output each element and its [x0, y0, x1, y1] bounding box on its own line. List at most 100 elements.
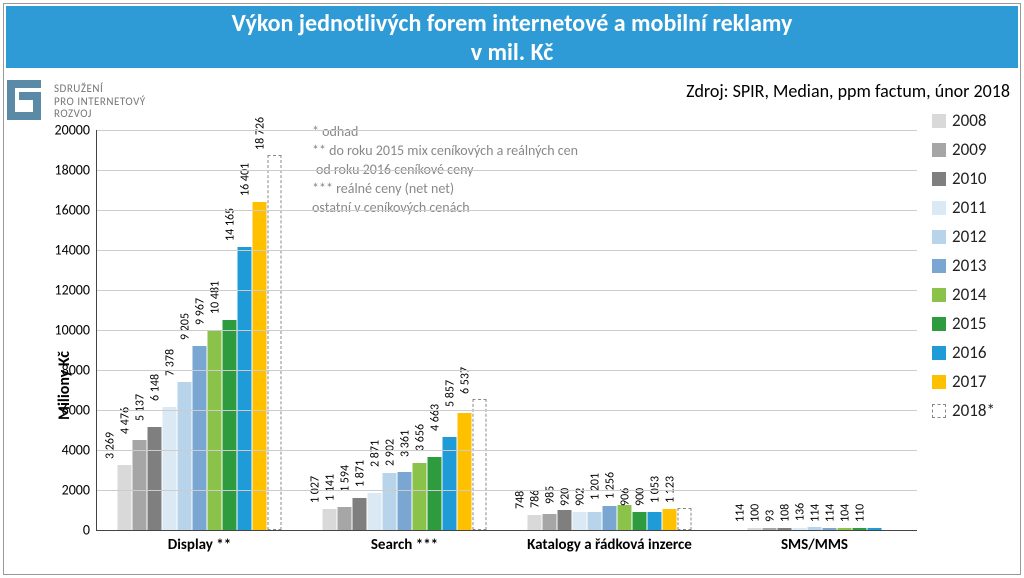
legend: 2008200920102011201220132014201520162017… [932, 110, 1010, 429]
bar-value-label: 108 [779, 504, 793, 522]
legend-label: 2015 [952, 313, 986, 334]
plot-area: 3 2694 4765 1376 1487 3789 2059 96710 48… [96, 130, 917, 531]
gridline [97, 170, 917, 171]
legend-item: 2009 [932, 139, 1010, 160]
bar: 1 141 [338, 507, 352, 530]
bar-value-label: 748 [514, 491, 528, 509]
bar-value-label: 104 [839, 504, 853, 522]
bar: 748 [528, 515, 542, 530]
legend-swatch [932, 114, 946, 128]
bar: 1 871 [368, 493, 382, 530]
bar-value-label: 1 871 [354, 460, 368, 487]
bar-value-label: 5 857 [444, 380, 458, 407]
bar-value-label: 5 137 [134, 394, 148, 421]
bar-value-label: 93 [764, 510, 778, 522]
bar: 9 205 [193, 346, 207, 530]
bar: 1 594 [353, 498, 367, 530]
bar: 786 [543, 514, 557, 530]
bar-value-label: 3 269 [104, 432, 118, 459]
bar: 902 [588, 512, 602, 530]
legend-swatch [932, 317, 946, 331]
logo-text: SDRUŽENÍ PRO INTERNETOVÝ ROZVOJ [54, 83, 146, 121]
legend-label: 2008 [952, 110, 986, 131]
bar-value-label: 7 378 [164, 349, 178, 376]
bar-value-label: 14 165 [224, 208, 238, 241]
bar: 906 [633, 512, 647, 530]
bar: 6 148 [163, 407, 177, 530]
legend-item: 2008 [932, 110, 1010, 131]
gridline [97, 370, 917, 371]
legend-item: 2010 [932, 168, 1010, 189]
gridline [97, 490, 917, 491]
bar: 5 857 [458, 413, 472, 530]
bar-value-label: 100 [749, 504, 763, 522]
bar: 920 [573, 512, 587, 530]
y-tick-label: 16000 [40, 202, 90, 219]
bar-value-label: 786 [529, 490, 543, 508]
bar: 6 537 [473, 399, 487, 530]
bar: 2 902 [398, 472, 412, 530]
legend-swatch [932, 201, 946, 215]
legend-item: 2016 [932, 342, 1010, 363]
legend-label: 2014 [952, 284, 986, 305]
legend-swatch [932, 404, 946, 418]
legend-item: 2012 [932, 226, 1010, 247]
y-tick-label: 8000 [40, 362, 90, 379]
legend-swatch [932, 143, 946, 157]
bar: 900 [648, 512, 662, 530]
gridline [97, 210, 917, 211]
bar-value-label: 1 256 [604, 472, 618, 499]
bar: 1 256 [618, 505, 632, 530]
bar: 3 269 [118, 465, 132, 530]
y-tick-label: 0 [40, 522, 90, 539]
y-tick-label: 20000 [40, 122, 90, 139]
gridline [97, 250, 917, 251]
gridline [97, 130, 917, 131]
y-tick-label: 6000 [40, 402, 90, 419]
legend-swatch [932, 288, 946, 302]
gridline [97, 330, 917, 331]
y-tick-label: 4000 [40, 442, 90, 459]
bar: 7 378 [178, 382, 192, 530]
bar: 985 [558, 510, 572, 530]
bar-value-label: 1 141 [324, 474, 338, 501]
legend-item: 2017 [932, 371, 1010, 392]
legend-swatch [932, 172, 946, 186]
gridline [97, 290, 917, 291]
bar-value-label: 4 663 [429, 404, 443, 431]
bar-value-label: 3 656 [414, 424, 428, 451]
bar: 10 481 [223, 320, 237, 530]
bar-value-label: 2 902 [384, 439, 398, 466]
bar: 4 476 [133, 440, 147, 530]
legend-label: 2012 [952, 226, 986, 247]
bar-value-label: 9 967 [194, 298, 208, 325]
bar-value-label: 1 201 [589, 473, 603, 500]
title-line-1: Výkon jednotlivých forem internetové a m… [6, 6, 1018, 39]
y-tick-label: 18000 [40, 162, 90, 179]
bar-value-label: 16 401 [239, 163, 253, 196]
legend-swatch [932, 375, 946, 389]
bar: 1 027 [323, 509, 337, 530]
bar-value-label: 10 481 [209, 281, 223, 314]
bar-value-label: 4 476 [119, 407, 133, 434]
legend-item: 2011 [932, 197, 1010, 218]
bar-value-label: 114 [809, 503, 823, 521]
legend-item: 2014 [932, 284, 1010, 305]
legend-label: 2010 [952, 168, 986, 189]
chart-area: Miliony Kč 3 2694 4765 1376 1487 3789 20… [40, 120, 920, 540]
bar-value-label: 2 871 [369, 440, 383, 467]
legend-label: 2011 [952, 197, 986, 218]
legend-item: 2018* [932, 400, 1010, 421]
bar: 1 053 [663, 509, 677, 530]
legend-swatch [932, 346, 946, 360]
legend-swatch [932, 259, 946, 273]
bar-value-label: 1 594 [339, 465, 353, 492]
legend-label: 2016 [952, 342, 986, 363]
category-label: Display ** [97, 530, 302, 554]
y-tick-label: 12000 [40, 282, 90, 299]
bar-value-label: 136 [794, 503, 808, 521]
bar: 1 123 [678, 508, 692, 530]
bar-value-label: 3 361 [399, 430, 413, 457]
legend-label: 2009 [952, 139, 986, 160]
bar: 16 401 [253, 202, 267, 530]
